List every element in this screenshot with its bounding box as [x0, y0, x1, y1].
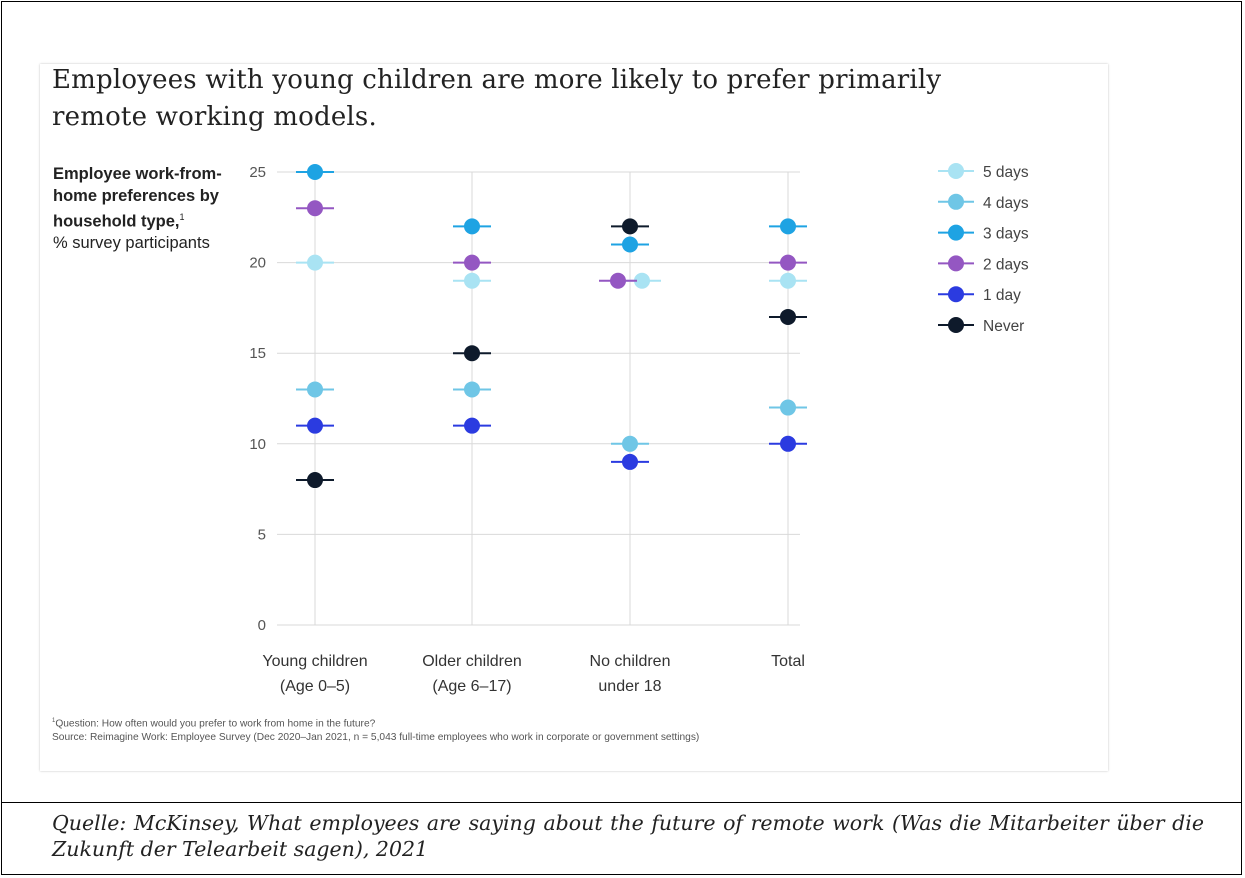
- y-tick-label: 10: [249, 436, 266, 453]
- data-point: [464, 218, 480, 235]
- data-point: [634, 272, 650, 289]
- x-category-label: Total: [771, 653, 805, 670]
- legend-marker: [948, 224, 964, 241]
- x-category-label: No children: [590, 653, 671, 670]
- legend-label: 5 days: [983, 164, 1029, 181]
- y-tick-label: 25: [249, 164, 266, 181]
- data-point: [464, 381, 480, 398]
- data-point: [780, 254, 796, 271]
- data-point: [307, 417, 323, 434]
- x-category-label: under 18: [598, 678, 661, 695]
- data-point: [307, 472, 323, 489]
- data-point: [464, 417, 480, 434]
- data-point: [307, 381, 323, 398]
- x-category-label: (Age 6–17): [432, 678, 511, 695]
- data-point: [610, 272, 626, 289]
- legend-marker: [948, 193, 964, 210]
- chart-card: [40, 64, 1108, 771]
- x-category-label: Older children: [422, 653, 522, 670]
- legend-label: Never: [983, 318, 1024, 335]
- legend-marker: [948, 286, 964, 303]
- legend-label: 2 days: [983, 256, 1029, 273]
- footnote: 1Question: How often would you prefer to…: [52, 714, 1092, 745]
- data-point: [464, 272, 480, 289]
- legend-marker: [948, 255, 964, 272]
- data-point: [780, 399, 796, 416]
- data-point: [307, 200, 323, 217]
- x-category-label: Young children: [262, 653, 367, 670]
- legend-marker: [948, 317, 964, 333]
- y-tick-label: 20: [249, 255, 266, 272]
- data-point: [464, 254, 480, 271]
- footnote-marker: 1: [52, 718, 56, 724]
- data-point: [780, 435, 796, 452]
- y-tick-label: 15: [249, 345, 266, 362]
- legend-label: 3 days: [983, 226, 1029, 243]
- dot-plot-chart: 0 5 10 15 20 25 Young children (Age 0–5) Older c…: [249, 163, 1029, 695]
- data-point: [622, 435, 638, 452]
- y-tick-label: 0: [258, 617, 266, 634]
- y-axis-label-footnote-marker: 1: [179, 212, 185, 222]
- y-axis-label-unit: % survey participants: [53, 234, 210, 252]
- data-point: [622, 453, 638, 470]
- footnote-question: 1Question: How often would you prefer to…: [52, 718, 376, 730]
- data-point: [622, 218, 638, 235]
- legend-marker: [948, 163, 964, 179]
- data-point: [464, 345, 480, 362]
- footnote-source: Source: Reimagine Work: Employee Survey …: [52, 732, 700, 744]
- y-axis-label: Employee work-from-home preferences by h…: [53, 164, 243, 255]
- data-point: [622, 236, 638, 253]
- data-point: [307, 164, 323, 180]
- source-caption: Quelle: McKinsey, What employees are say…: [52, 811, 1204, 861]
- legend-label: 1 day: [983, 287, 1021, 304]
- x-category-label: (Age 0–5): [280, 678, 350, 695]
- legend-label: 4 days: [983, 195, 1029, 212]
- y-tick-label: 5: [258, 526, 266, 543]
- data-point: [780, 308, 796, 325]
- data-point: [307, 254, 323, 271]
- data-point: [780, 218, 796, 235]
- data-point: [780, 272, 796, 289]
- chart-title: Employees with young children are more l…: [52, 65, 942, 132]
- y-axis-label-main: Employee work-from-home preferences by h…: [53, 165, 222, 231]
- caption-divider: [1, 802, 1242, 803]
